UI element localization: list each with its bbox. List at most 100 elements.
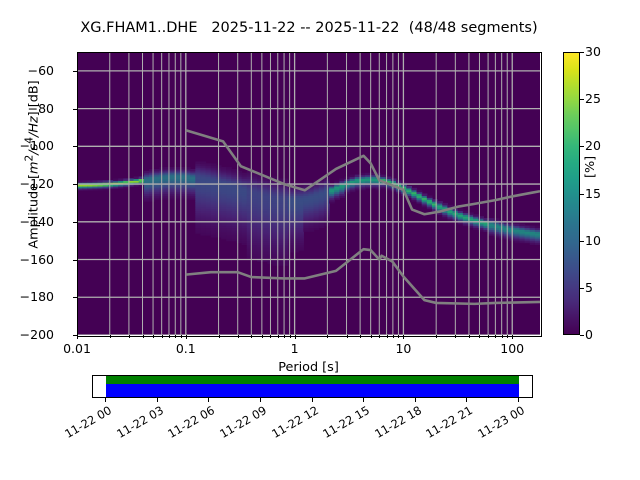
x-tick-label: 1	[290, 341, 299, 356]
y-tick-mark	[73, 335, 77, 336]
x-tick-mark-major	[185, 335, 187, 339]
x-tick-mark-minor	[175, 335, 177, 338]
x-tick-label: 0.01	[63, 341, 91, 356]
timeline-tick-label: 11-22 15	[320, 403, 373, 441]
x-tick-mark-minor	[251, 335, 253, 338]
x-tick-mark-minor	[289, 335, 291, 338]
x-tick-mark-minor	[277, 335, 279, 338]
timeline-tick-mark	[259, 398, 261, 402]
y-tick-label: −80	[27, 100, 54, 116]
timeline-tick-mark	[414, 398, 416, 402]
x-tick-mark-minor	[218, 335, 220, 338]
colorbar-tick-label: 0	[585, 327, 593, 342]
timeline-bar-blue	[106, 384, 519, 397]
timeline-tick-label: 11-22 21	[423, 403, 476, 441]
x-tick-mark-minor	[180, 335, 182, 338]
x-tick-mark-minor	[392, 335, 394, 338]
x-tick-mark-minor	[436, 335, 438, 338]
y-tick-mark	[73, 259, 77, 261]
x-tick-mark-minor	[386, 335, 388, 338]
psd-heatmap-axes[interactable]	[77, 52, 540, 335]
colorbar-tick-mark	[580, 240, 584, 242]
timeline-tick-mark	[518, 398, 519, 402]
colorbar-tick-label: 25	[585, 91, 601, 107]
psd-plot-svg	[77, 52, 540, 335]
x-tick-label: 0.1	[175, 341, 196, 356]
x-tick-mark-minor	[360, 335, 362, 338]
y-tick-mark	[73, 297, 77, 299]
y-tick-label: −160	[19, 251, 54, 267]
x-tick-mark-minor	[455, 335, 457, 338]
x-tick-mark-minor	[161, 335, 163, 338]
y-tick-label: −60	[27, 62, 54, 78]
colorbar-tick-label: 15	[585, 185, 601, 201]
timeline-bar-green	[106, 376, 519, 384]
x-tick-mark-minor	[488, 335, 490, 338]
x-tick-mark-minor	[346, 335, 348, 338]
x-tick-mark-minor	[379, 335, 381, 338]
colorbar-tick-label: 10	[585, 232, 601, 248]
x-tick-label: 10	[395, 341, 412, 356]
x-tick-mark-major	[403, 335, 405, 339]
x-tick-mark-major	[512, 335, 514, 339]
nhnm-high-noise-model-curve	[185, 129, 540, 216]
x-axis-label: Period [s]	[278, 360, 339, 375]
x-tick-mark-minor	[468, 335, 470, 338]
y-tick-label: −180	[19, 289, 54, 305]
x-tick-mark-minor	[237, 335, 239, 338]
x-tick-mark-minor	[398, 335, 400, 338]
y-tick-mark	[73, 221, 77, 223]
y-tick-label: −120	[19, 176, 54, 192]
x-tick-mark-major	[77, 335, 78, 339]
timeline-tick-mark	[363, 398, 365, 402]
x-tick-mark-minor	[501, 335, 503, 338]
timeline-tick-label: 11-22 06	[165, 403, 218, 441]
x-tick-mark-minor	[128, 335, 130, 338]
y-tick-label: −200	[19, 327, 54, 342]
colorbar-tick-mark	[580, 287, 584, 289]
y-tick-label: −100	[19, 138, 54, 154]
x-tick-mark-minor	[168, 335, 170, 338]
x-tick-mark-minor	[479, 335, 481, 338]
timeline-tick-mark	[105, 398, 106, 402]
y-tick-label: −140	[19, 213, 54, 229]
colorbar-tick-mark	[580, 193, 584, 195]
x-tick-mark-minor	[327, 335, 329, 338]
x-tick-mark-minor	[270, 335, 272, 338]
timeline-tick-mark	[466, 398, 468, 402]
timeline-tick-mark	[311, 398, 313, 402]
x-tick-mark-major	[294, 335, 296, 339]
timeline-tick-label: 11-22 09	[217, 403, 269, 441]
psd-histogram-cells	[77, 161, 540, 266]
x-tick-label: 100	[500, 341, 525, 356]
x-tick-mark-minor	[495, 335, 497, 338]
timeline-tick-label: 11-22 12	[268, 403, 321, 441]
colorbar-tick-mark	[580, 99, 584, 101]
x-tick-mark-minor	[142, 335, 144, 338]
colorbar-tick-label: 30	[585, 44, 601, 59]
colorbar-tick-mark	[580, 335, 584, 336]
x-tick-mark-minor	[507, 335, 509, 338]
timeline-tick-mark	[208, 398, 210, 402]
y-tick-mark	[73, 146, 77, 148]
x-tick-mark-minor	[153, 335, 155, 338]
y-tick-mark	[73, 108, 77, 110]
timeline-tick-label: 11-23 00	[475, 403, 527, 441]
timeline-axes[interactable]	[92, 375, 533, 398]
timeline-tick-mark	[156, 398, 158, 402]
colorbar	[563, 52, 580, 335]
x-tick-mark-minor	[284, 335, 286, 338]
x-tick-mark-minor	[370, 335, 372, 338]
nlnm-low-noise-model-curve	[185, 247, 540, 306]
y-tick-mark	[73, 184, 77, 186]
plot-gridlines	[77, 52, 540, 335]
colorbar-tick-label: 5	[585, 279, 593, 295]
colorbar-tick-label: 20	[585, 138, 601, 154]
x-tick-mark-minor	[109, 335, 111, 338]
figure-title: XG.FHAM1..DHE 2025-11-22 -- 2025-11-22 (…	[80, 20, 538, 36]
timeline-tick-label: 11-22 03	[113, 403, 166, 441]
colorbar-tick-mark	[580, 52, 584, 53]
timeline-tick-label: 11-22 00	[62, 403, 114, 441]
y-tick-mark	[73, 70, 77, 72]
